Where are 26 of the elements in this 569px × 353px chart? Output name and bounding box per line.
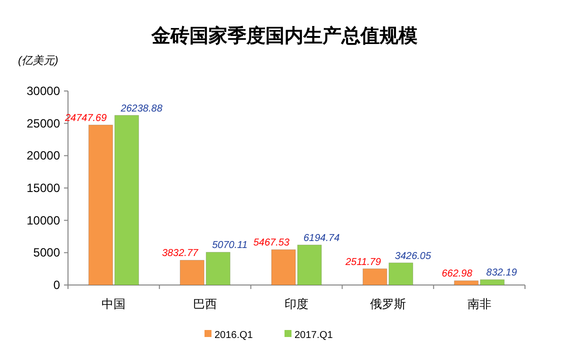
x-tick-label: 巴西 [193,297,218,311]
y-tick-label: 30000 [26,84,60,98]
data-label: 3426.05 [394,250,432,262]
x-tick-label: 俄罗斯 [370,297,406,311]
x-tick-label: 印度 [284,297,308,311]
y-axis-title: (亿美元) [18,54,59,67]
y-tick-label: 15000 [26,181,60,195]
x-tick-label: 中国 [102,297,126,311]
chart-title: 金砖国家季度国内生产总值规模 [150,25,418,47]
legend-label: 2016.Q1 [214,330,254,341]
y-tick-label: 10000 [26,213,60,228]
data-label: 5467.53 [253,238,290,249]
x-tick-label: 南非 [467,297,492,311]
legend-label: 2017.Q1 [294,330,334,341]
data-label: 24747.69 [64,112,108,124]
data-label: 832.19 [486,268,518,279]
y-tick-label: 5000 [33,246,60,260]
data-label: 2511.79 [344,256,382,268]
y-tick-label: 0 [53,278,60,292]
y-tick-label: 20000 [26,148,60,163]
data-label: 26238.88 [120,103,163,114]
data-label: 3832.77 [162,248,199,260]
data-label: 6194.74 [304,232,340,244]
y-tick-label: 25000 [26,116,60,130]
data-label: 662.98 [442,268,473,280]
data-label: 5070.11 [212,240,248,252]
